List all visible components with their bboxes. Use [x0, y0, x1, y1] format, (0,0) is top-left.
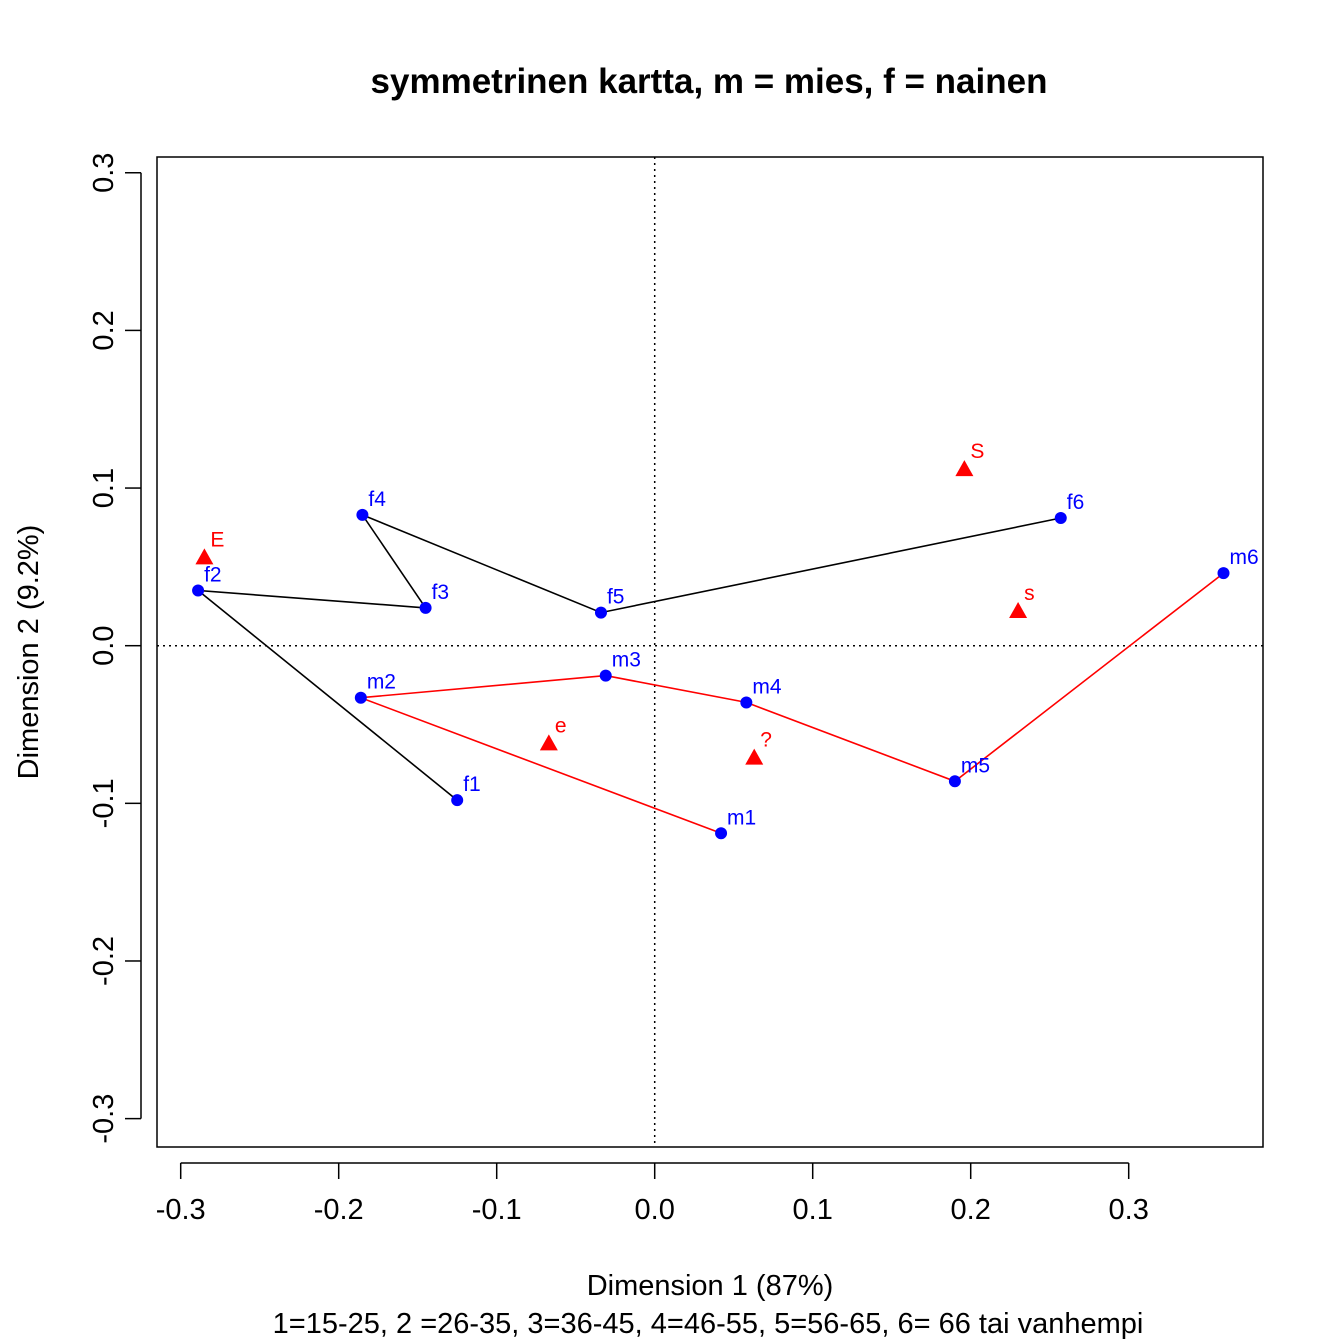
point-f3: [419, 601, 432, 614]
x-axis: -0.3 -0.2 -0.1 0.0 0.1 0.2 0.3: [156, 1162, 1149, 1226]
y-tick-label: 0.2: [88, 310, 120, 350]
chart-subtitle: 1=15-25, 2 =26-35, 3=36-45, 4=46-55, 5=5…: [273, 1308, 1144, 1340]
point-label-m6: m6: [1230, 546, 1259, 569]
point-label-f3: f3: [432, 581, 450, 604]
x-tick-label: 0.0: [635, 1194, 675, 1226]
triangle-point-2: [539, 734, 558, 751]
point-label-m2: m2: [367, 671, 396, 694]
point-m6: [1217, 567, 1230, 580]
point-label-m3: m3: [612, 649, 641, 672]
x-tick-label: -0.2: [314, 1194, 364, 1226]
triangle-label-5: s: [1024, 582, 1035, 605]
triangle-label-3: ?: [760, 729, 772, 752]
y-axis: -0.3 -0.2 -0.1 0.0 0.1 0.2 0.3: [88, 153, 142, 1144]
point-label-f2: f2: [204, 564, 222, 587]
y-tick-label: -0.3: [88, 1094, 120, 1144]
point-f2: [192, 584, 205, 597]
point-f5: [594, 606, 607, 619]
x-tick-label: -0.3: [156, 1194, 206, 1226]
y-tick-label: 0.1: [88, 468, 120, 508]
triangle-point-4: [955, 460, 974, 477]
plot-frame: [156, 156, 1264, 1148]
row-points: f1 f2 f3 f4 f5 f6 m1 m2 m3 m4 m5 m6: [192, 488, 1259, 840]
triangle-label-4: S: [970, 440, 984, 463]
y-axis-title: Dimension 2 (9.2%): [13, 525, 45, 780]
point-m3: [599, 669, 612, 682]
triangle-point-1: [195, 548, 214, 565]
x-tick-label: -0.1: [472, 1194, 522, 1226]
point-label-f1: f1: [463, 773, 481, 796]
column-points: Ee? Ss: [195, 440, 1035, 765]
point-label-f5: f5: [607, 586, 625, 609]
connecting-line-m: [360, 572, 1224, 835]
triangle-label-1: E: [210, 528, 224, 551]
reference-lines: [157, 157, 1263, 1147]
triangle-point-3: [745, 748, 764, 765]
connecting-lines: [195, 513, 1224, 835]
point-label-f4: f4: [368, 488, 386, 511]
triangle-point-5: [1009, 602, 1028, 619]
point-label-m5: m5: [961, 754, 990, 777]
point-m1: [715, 827, 728, 840]
chart-title: symmetrinen kartta, m = mies, f = nainen: [371, 62, 1048, 101]
y-tick-label: -0.2: [88, 936, 120, 986]
x-tick-label: 0.1: [793, 1194, 833, 1226]
point-m2: [354, 691, 367, 704]
y-tick-label: 0.3: [88, 153, 120, 193]
y-tick-label: 0.0: [88, 626, 120, 666]
x-axis-title: Dimension 1 (87%): [587, 1270, 834, 1302]
x-tick-label: 0.2: [951, 1194, 991, 1226]
x-tick-label: 0.3: [1109, 1194, 1149, 1226]
point-f6: [1054, 512, 1067, 525]
point-label-m4: m4: [752, 675, 781, 698]
point-m4: [740, 696, 753, 709]
y-tick-label: -0.1: [88, 778, 120, 828]
point-f1: [451, 794, 464, 807]
point-label-f6: f6: [1067, 491, 1085, 514]
triangle-label-2: e: [555, 714, 567, 737]
point-f4: [356, 508, 369, 521]
point-m5: [948, 775, 961, 788]
point-label-m1: m1: [727, 806, 756, 829]
connecting-line-f: [195, 513, 1061, 801]
